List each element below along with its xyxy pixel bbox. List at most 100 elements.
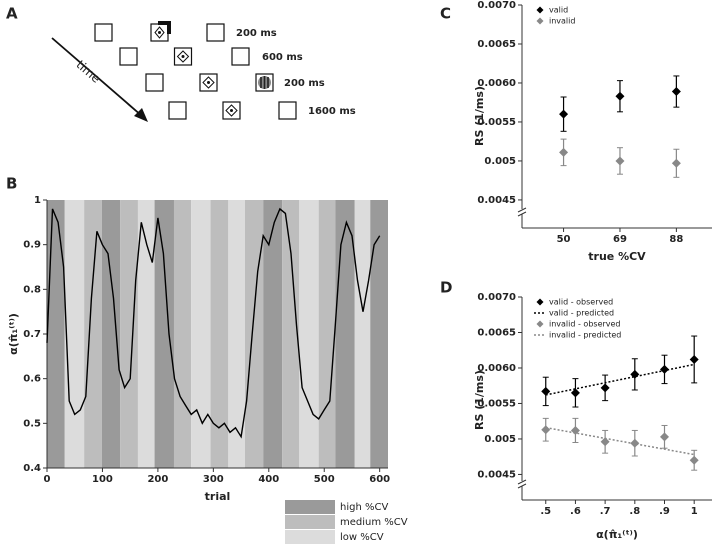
duration: 600 ms bbox=[262, 52, 303, 63]
x-tick-label: 88 bbox=[669, 234, 683, 245]
point bbox=[689, 354, 699, 364]
legend-marker bbox=[536, 298, 544, 306]
legend-label: invalid bbox=[549, 17, 575, 26]
point bbox=[660, 364, 669, 374]
legend-swatch bbox=[285, 530, 335, 544]
fixation-dot bbox=[181, 55, 185, 58]
y-tick-label: 0.0060 bbox=[477, 78, 516, 89]
x-tick-label: 69 bbox=[613, 234, 627, 245]
band bbox=[263, 200, 283, 468]
data-line bbox=[46, 207, 381, 439]
point bbox=[689, 455, 699, 465]
band bbox=[84, 200, 102, 468]
frame bbox=[231, 47, 250, 66]
legend-label: valid - predicted bbox=[549, 309, 614, 318]
fit-line bbox=[545, 363, 695, 396]
frame bbox=[145, 73, 164, 92]
point bbox=[541, 386, 551, 396]
y-tick-label: 0.4 bbox=[23, 463, 41, 474]
x-tick-label: 600 bbox=[369, 474, 390, 485]
x-axis-label: true %CV bbox=[588, 250, 646, 263]
band bbox=[64, 200, 85, 468]
y-tick-label: 0.5 bbox=[23, 418, 41, 429]
frame bbox=[206, 23, 225, 42]
y-tick-label: 0.0045 bbox=[477, 195, 516, 206]
y-axis-label: RS (1/ms) bbox=[473, 86, 486, 146]
x-tick-label: 300 bbox=[203, 474, 224, 485]
band bbox=[282, 200, 300, 468]
panel-label: B bbox=[6, 175, 17, 193]
band bbox=[335, 200, 355, 468]
axis-break-gap bbox=[519, 481, 525, 486]
x-tick-label: 200 bbox=[147, 474, 168, 485]
band bbox=[120, 200, 138, 468]
time-arrow bbox=[51, 37, 143, 117]
point bbox=[630, 369, 640, 379]
band bbox=[101, 200, 121, 468]
y-tick-label: 0.0045 bbox=[477, 469, 516, 480]
band bbox=[210, 200, 229, 468]
duration: 1600 ms bbox=[308, 106, 356, 117]
grating-stripes bbox=[260, 76, 269, 89]
legend-label: high %CV bbox=[340, 502, 388, 513]
x-tick-label: .8 bbox=[629, 506, 640, 517]
axis-break bbox=[517, 479, 527, 485]
x-tick-label: 0 bbox=[44, 474, 51, 485]
x-axis-label: α(π̂₁⁽ᵗ⁾) bbox=[596, 528, 638, 541]
duration: 200 ms bbox=[284, 78, 325, 89]
frame bbox=[119, 47, 138, 66]
x-tick-label: 50 bbox=[557, 234, 571, 245]
legend-marker bbox=[536, 17, 544, 25]
y-tick-label: 0.0060 bbox=[477, 363, 516, 374]
y-tick-label: 0.0055 bbox=[477, 117, 516, 128]
point bbox=[630, 438, 640, 448]
point bbox=[541, 425, 551, 435]
frame bbox=[278, 101, 297, 120]
axis-break-gap bbox=[519, 209, 525, 214]
frame bbox=[168, 101, 187, 120]
y-tick-label: 0.005 bbox=[484, 156, 516, 167]
x-tick-label: .5 bbox=[540, 506, 551, 517]
legend-label: invalid - predicted bbox=[549, 331, 621, 340]
point bbox=[615, 156, 625, 166]
y-tick-label: 0.0065 bbox=[477, 327, 516, 338]
band bbox=[173, 200, 192, 468]
band bbox=[299, 200, 319, 468]
fixation-dot bbox=[158, 31, 161, 34]
fixation bbox=[225, 104, 238, 117]
band bbox=[318, 200, 336, 468]
axis-break bbox=[517, 483, 527, 489]
legend-label: medium %CV bbox=[340, 517, 408, 528]
band bbox=[191, 200, 211, 468]
legend-label: invalid - observed bbox=[549, 320, 621, 329]
legend-label: valid bbox=[549, 6, 568, 15]
point bbox=[559, 147, 569, 157]
axis-break bbox=[517, 211, 527, 217]
fixation bbox=[202, 76, 215, 89]
y-tick-label: 1 bbox=[34, 195, 41, 206]
point bbox=[600, 383, 610, 393]
fixation-dot bbox=[230, 109, 233, 112]
arrow-head bbox=[134, 108, 148, 122]
band bbox=[370, 200, 388, 468]
band bbox=[228, 200, 245, 468]
point bbox=[570, 388, 580, 398]
legend-swatch bbox=[285, 515, 335, 529]
legend-swatch bbox=[285, 500, 335, 514]
y-axis-label: RS (1/ms) bbox=[473, 370, 486, 430]
x-axis-label: trial bbox=[205, 490, 231, 503]
duration: 200 ms bbox=[236, 28, 277, 39]
y-tick-label: 0.0065 bbox=[477, 39, 516, 50]
fixation-dot bbox=[207, 81, 210, 84]
y-tick-label: 0.0070 bbox=[477, 292, 516, 303]
band bbox=[47, 200, 65, 468]
point bbox=[600, 437, 610, 447]
fixation bbox=[176, 50, 190, 63]
y-tick-label: 0.9 bbox=[23, 240, 41, 251]
y-tick-label: 0.0055 bbox=[477, 398, 516, 409]
point bbox=[671, 158, 681, 168]
panel-label: C bbox=[440, 5, 451, 23]
legend-marker bbox=[536, 320, 544, 328]
